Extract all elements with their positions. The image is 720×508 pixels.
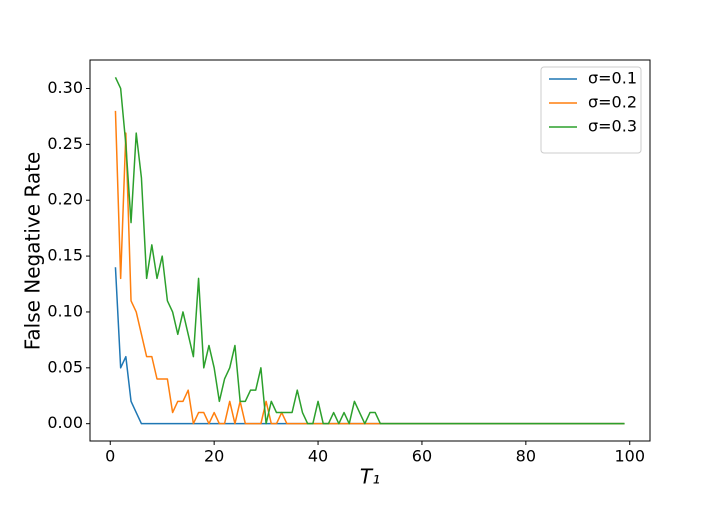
y-tick-label: 0.10 <box>47 301 83 320</box>
legend-box <box>540 66 642 154</box>
x-tick-label: 0 <box>105 447 115 466</box>
x-tick-label: 60 <box>412 447 432 466</box>
series-line <box>114 267 625 425</box>
x-tick-label: 80 <box>516 447 536 466</box>
y-tick-label: 0.20 <box>47 190 83 209</box>
y-tick-label: 0.30 <box>47 78 83 97</box>
legend-label: σ=0.2 <box>588 93 637 112</box>
series-line <box>114 110 625 425</box>
legend-label: σ=0.3 <box>588 117 637 136</box>
x-axis-label: T₁ <box>360 465 380 489</box>
y-tick-label: 0.15 <box>47 246 83 265</box>
legend-label: σ=0.1 <box>588 69 637 88</box>
y-axis-label: False Negative Rate <box>21 152 45 351</box>
series-line <box>114 77 625 425</box>
x-tick-label: 40 <box>308 447 328 466</box>
x-tick-label: 20 <box>204 447 224 466</box>
y-tick-label: 0.05 <box>47 357 83 376</box>
plot-frame <box>89 59 651 442</box>
y-tick-label: 0.00 <box>47 413 83 432</box>
y-tick-label: 0.25 <box>47 134 83 153</box>
x-tick-label: 100 <box>614 447 645 466</box>
